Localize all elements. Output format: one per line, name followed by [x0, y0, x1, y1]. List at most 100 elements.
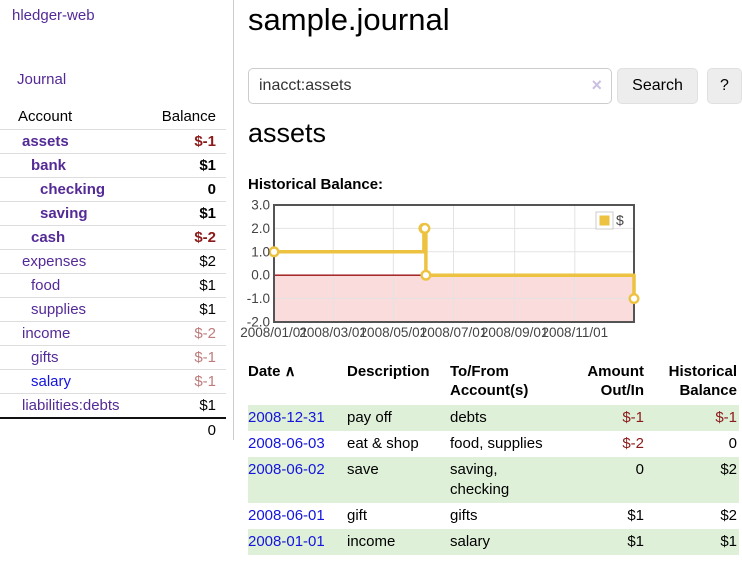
account-row: food $1: [0, 273, 226, 298]
brand-link[interactable]: hledger-web: [12, 7, 95, 24]
y-axis-tick-label: 3.0: [251, 198, 270, 213]
search-input[interactable]: [259, 70, 579, 102]
account-link[interactable]: gifts: [31, 349, 59, 366]
account-row: expenses $2: [0, 249, 226, 274]
transaction-description: eat & shop: [347, 435, 419, 452]
y-axis-tick-label: -1.0: [247, 291, 270, 306]
account-link[interactable]: checking: [40, 181, 106, 198]
accounts-header-account: Account: [18, 108, 73, 125]
account-balance: $1: [147, 201, 226, 226]
transaction-date-link[interactable]: 2008-01-01: [248, 533, 325, 550]
account-balance: $1: [147, 393, 226, 418]
transaction-accounts: saving, checking: [450, 461, 510, 498]
transaction-description: save: [347, 461, 379, 478]
account-link[interactable]: expenses: [22, 253, 87, 270]
account-row: assets $-1: [0, 129, 226, 154]
x-axis-tick-label: 2008/05/01: [360, 325, 428, 340]
x-axis-tick-label: 2008/07/01: [420, 325, 488, 340]
register-column-header[interactable]: Date ∧: [248, 363, 296, 380]
transaction-date-link[interactable]: 2008-12-31: [248, 409, 325, 426]
account-balance: $-1: [147, 369, 226, 394]
accounts-header-row: Account Balance: [0, 104, 226, 130]
account-link[interactable]: food: [31, 277, 61, 294]
account-link[interactable]: liabilities:debts: [22, 397, 120, 414]
transaction-date-link[interactable]: 2008-06-01: [248, 507, 325, 524]
transaction-description: pay off: [347, 409, 392, 426]
transaction-balance: $-1: [715, 409, 737, 426]
help-button[interactable]: ?: [707, 68, 742, 104]
account-row: salary $-1: [0, 369, 226, 394]
account-balance: $2: [147, 249, 226, 274]
account-balance: $-1: [147, 345, 226, 370]
register-table: Date ∧ Description To/From Account(s) Amount…: [248, 360, 739, 555]
accounts-total-row: 0: [0, 417, 226, 442]
transaction-description: gift: [347, 507, 368, 524]
clear-search-icon[interactable]: ×: [591, 75, 602, 95]
transaction-description: income: [347, 533, 396, 550]
account-balance: $-1: [147, 129, 226, 154]
account-link[interactable]: saving: [40, 205, 88, 222]
account-row: income $-2: [0, 321, 226, 346]
transaction-date-link[interactable]: 2008-06-03: [248, 435, 325, 452]
register-column-header: Amount Out/In: [587, 363, 644, 399]
y-axis-tick-label: 0.0: [251, 268, 270, 283]
sidebar: hledger-web Journal Account Balance asse…: [0, 0, 234, 442]
transaction-amount: $-2: [622, 435, 644, 452]
account-row: bank $1: [0, 153, 226, 178]
transaction-amount: $1: [627, 533, 644, 550]
chart-legend-label: $: [616, 212, 624, 228]
transaction-balance: 0: [728, 435, 737, 452]
account-balance: $1: [147, 273, 226, 298]
transaction-balance: $1: [720, 533, 737, 550]
x-axis-tick-label: 2008/11/01: [542, 325, 609, 340]
transaction-accounts: food, supplies: [450, 435, 543, 452]
account-link[interactable]: supplies: [31, 301, 87, 318]
account-link[interactable]: income: [22, 325, 71, 342]
account-balance: 0: [147, 177, 226, 202]
account-row: saving $1: [0, 201, 226, 226]
register-row: 2008-12-31 pay off debts $-1 $-1: [248, 405, 739, 431]
main-content: sample.journal × Search ? assets Histori…: [240, 0, 742, 582]
account-link[interactable]: salary: [31, 373, 72, 390]
transaction-accounts: salary: [450, 533, 491, 550]
register-row: 2008-06-02 save saving, checking 0 $2: [248, 457, 739, 503]
account-row: checking 0: [0, 177, 226, 202]
historical-balance-chart: $3.0 2.0 1.0 0.0 -1.0 -2.02008/01/012008/03/0…: [240, 198, 640, 340]
account-heading: assets: [248, 118, 327, 148]
sort-asc-icon[interactable]: ∧: [280, 363, 296, 380]
account-row: gifts $-1: [0, 345, 226, 370]
transaction-accounts: debts: [450, 409, 487, 426]
register-row: 2008-06-01 gift gifts $1 $2: [248, 503, 739, 529]
search-button[interactable]: Search: [617, 68, 698, 104]
page-title: sample.journal: [248, 2, 450, 37]
transaction-balance: $2: [720, 507, 737, 524]
account-balance: $1: [147, 297, 226, 322]
y-axis-tick-label: -2.0: [247, 315, 270, 330]
transaction-amount: 0: [635, 461, 644, 478]
account-balance: $-2: [147, 321, 226, 346]
nav-journal-link[interactable]: Journal: [17, 71, 67, 88]
account-row: supplies $1: [0, 297, 226, 322]
chart-title: Historical Balance:: [248, 176, 384, 193]
transaction-date-link[interactable]: 2008-06-02: [248, 461, 325, 478]
transaction-amount: $-1: [622, 409, 644, 426]
x-axis-tick-label: 2008/03/01: [299, 325, 367, 340]
register-column-header: Description: [347, 363, 430, 380]
accounts-header-balance: Balance: [161, 108, 216, 125]
search-box: ×: [248, 68, 612, 104]
account-balance: $1: [147, 153, 226, 178]
y-axis-tick-label: 1.0: [251, 244, 270, 259]
transaction-amount: $1: [627, 507, 644, 524]
accounts-total-spacer: [0, 417, 148, 442]
account-link[interactable]: cash: [31, 229, 66, 246]
account-link[interactable]: assets: [22, 133, 69, 150]
account-row: cash $-2: [0, 225, 226, 250]
register-row: 2008-06-03 eat & shop food, supplies $-2 0: [248, 431, 739, 457]
register-row: 2008-01-01 income salary $1 $1: [248, 529, 739, 555]
transaction-balance: $2: [720, 461, 737, 478]
x-axis-tick-label: 2008/09/01: [481, 325, 549, 340]
account-balance: $-2: [147, 225, 226, 250]
account-link[interactable]: bank: [31, 157, 67, 174]
register-column-header: To/From Account(s): [450, 363, 529, 399]
search-form: × Search ?: [248, 68, 742, 104]
